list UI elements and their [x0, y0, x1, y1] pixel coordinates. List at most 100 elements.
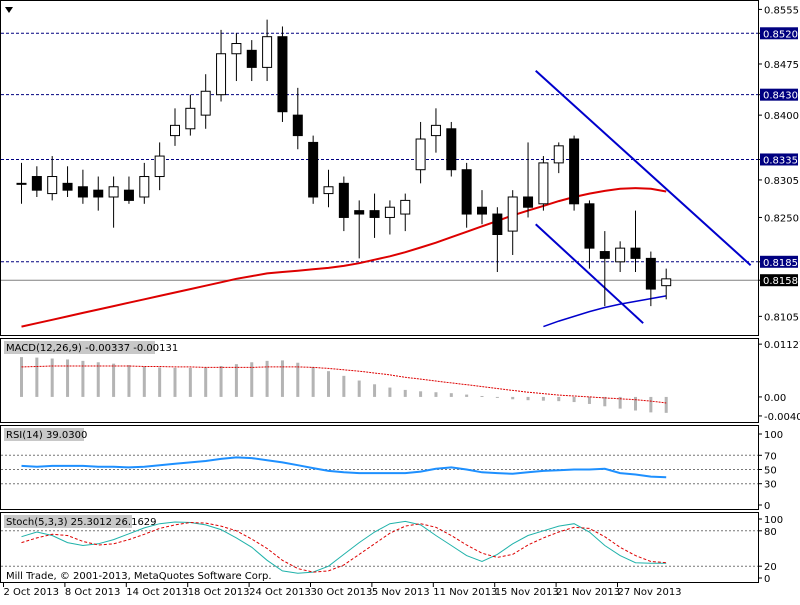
- candle-bear: [93, 189, 104, 198]
- x-tick-label: 5 Nov 2013: [372, 587, 430, 598]
- candle-bear: [584, 203, 595, 249]
- candle-bear: [246, 49, 257, 68]
- macd-histogram-bar: [142, 366, 146, 397]
- x-tick-label: 14 Oct 2013: [126, 587, 188, 598]
- macd-histogram-bar: [603, 396, 607, 407]
- macd-histogram-bar: [357, 380, 361, 397]
- macd-histogram-bar: [495, 396, 499, 398]
- macd-histogram-bar: [634, 396, 637, 411]
- macd-histogram-bar: [373, 384, 377, 397]
- macd-histogram-bar: [587, 396, 591, 404]
- macd-histogram-bar: [419, 391, 423, 397]
- candle-bull: [200, 90, 211, 116]
- macd-header-box: [4, 341, 155, 354]
- x-tick-label: 30 Oct 2013: [311, 587, 373, 598]
- candle-bear: [369, 210, 380, 218]
- x-tick-label: 15 Nov 2013: [495, 587, 559, 598]
- candle-bull: [323, 186, 334, 195]
- rsi-tick-label: 50: [764, 466, 777, 477]
- stoch-signal-line: [21, 521, 667, 573]
- rsi-tick-label: 100: [764, 430, 783, 441]
- x-tick-label: 27 Nov 2013: [618, 587, 682, 598]
- candle-bull: [154, 155, 165, 178]
- candle-bear: [77, 186, 88, 198]
- macd-histogram-bar: [388, 387, 392, 397]
- macd-histogram-bar: [173, 367, 177, 397]
- price-tick-label: 0.8105: [764, 312, 799, 323]
- candle-bear: [31, 176, 42, 191]
- macd-histogram-bar: [265, 360, 269, 397]
- price-tick-label: 0.8305: [764, 176, 799, 187]
- candle-bear: [308, 141, 319, 198]
- x-tick-label: 21 Nov 2013: [556, 587, 620, 598]
- candle-bull: [384, 206, 395, 218]
- candle-bull: [16, 182, 27, 185]
- candle-bear: [446, 128, 457, 171]
- macd-histogram-bar: [557, 396, 561, 402]
- price-level-label: 0.8185: [763, 258, 798, 269]
- chart-menu-arrow-icon[interactable]: [5, 7, 13, 13]
- stoch-header-box: [4, 515, 132, 528]
- stoch-tick-label: 20: [764, 562, 777, 573]
- macd-histogram-bar: [112, 363, 116, 397]
- macd-histogram-bar: [50, 358, 54, 397]
- macd-histogram-bar: [296, 362, 300, 397]
- candle-bear: [277, 36, 288, 113]
- candle-bear: [599, 251, 610, 259]
- macd-histogram-bar: [234, 364, 238, 397]
- rsi-header-box: [4, 428, 84, 441]
- price-level-badge: [760, 27, 798, 40]
- macd-histogram-bar: [449, 393, 453, 397]
- macd-histogram-bar: [618, 396, 622, 409]
- candle-bull: [231, 43, 242, 55]
- moving-average-red-line: [21, 187, 667, 328]
- candle-bull: [262, 36, 273, 68]
- stoch-main-line: [21, 520, 667, 574]
- macd-histogram-bar: [434, 392, 438, 397]
- macd-histogram-bar: [342, 375, 346, 397]
- candle-bull: [400, 199, 411, 215]
- rsi-tick-label: 30: [764, 480, 777, 491]
- x-tick-label: 11 Nov 2013: [433, 587, 497, 598]
- macd-histogram-bar: [664, 396, 668, 413]
- macd-histogram-bar: [403, 389, 407, 397]
- candle-bull: [139, 176, 150, 198]
- candle-bull: [108, 186, 119, 198]
- candle-bull: [430, 124, 441, 137]
- stoch-tick-label: 0: [764, 574, 770, 585]
- x-tick-label: 2 Oct 2013: [4, 587, 59, 598]
- macd-tick-label: 0.00: [764, 393, 786, 404]
- macd-histogram-bar: [250, 362, 254, 397]
- price-level-label: 0.8158: [763, 276, 798, 287]
- macd-histogram-bar: [81, 360, 85, 397]
- candle-bull: [47, 176, 58, 195]
- macd-histogram-bar: [66, 359, 70, 397]
- candle-bear: [62, 182, 73, 191]
- macd-histogram-bar: [572, 396, 576, 403]
- macd-histogram-bar: [541, 396, 545, 401]
- x-tick-label: 24 Oct 2013: [249, 587, 311, 598]
- trend-line: [535, 223, 644, 324]
- macd-histogram-bar: [526, 396, 530, 401]
- rsi-line: [21, 456, 667, 479]
- macd-histogram-bar: [96, 362, 100, 397]
- trend-line: [535, 70, 752, 266]
- candle-bear: [477, 206, 487, 215]
- price-level-badge: [760, 153, 798, 166]
- candle-bull: [661, 278, 672, 287]
- price-tick-label: 0.8250: [764, 213, 799, 224]
- macd-tick-label: 0.01127: [764, 340, 800, 351]
- macd-histogram-bar: [204, 367, 208, 397]
- price-level-badge: [760, 88, 798, 101]
- macd-histogram-bar: [480, 395, 484, 397]
- candle-bull: [538, 162, 549, 205]
- macd-histogram-bar: [465, 394, 469, 397]
- candle-bull: [553, 145, 564, 164]
- macd-histogram-bar: [311, 366, 315, 397]
- price-level-label: 0.8335: [763, 155, 798, 166]
- candle-bear: [338, 182, 349, 218]
- rsi-tick-label: 0: [764, 501, 770, 512]
- candle-bull: [185, 107, 196, 130]
